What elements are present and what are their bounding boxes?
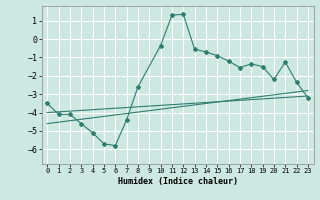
X-axis label: Humidex (Indice chaleur): Humidex (Indice chaleur) (118, 177, 237, 186)
